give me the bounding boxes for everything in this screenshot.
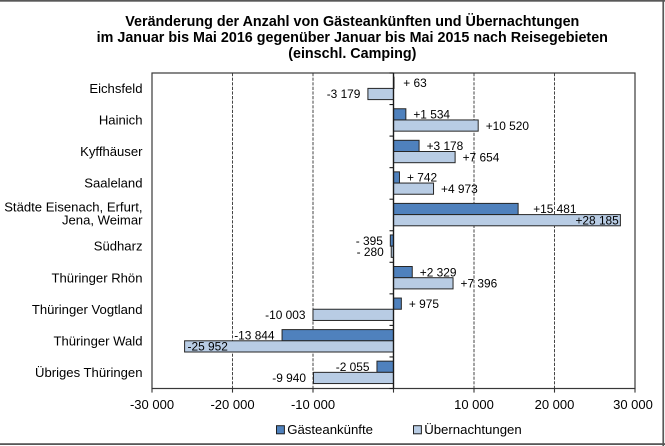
svg-text:-10 003: -10 003: [265, 308, 306, 322]
svg-text:-2 055: -2 055: [336, 360, 370, 374]
svg-text:Veränderung der Anzahl von Gäs: Veränderung der Anzahl von Gästeankünfte…: [125, 13, 579, 30]
svg-text:-9 940: -9 940: [272, 371, 306, 385]
svg-text:Städte Eisenach, Erfurt,: Städte Eisenach, Erfurt,: [4, 199, 142, 214]
svg-text:Südharz: Südharz: [94, 239, 143, 254]
svg-text:10 000: 10 000: [454, 397, 494, 412]
svg-text:+2 329: +2 329: [420, 265, 457, 279]
svg-text:-30 000: -30 000: [130, 397, 174, 412]
svg-text:Hainich: Hainich: [99, 113, 143, 128]
svg-text:-10 000: -10 000: [291, 397, 335, 412]
svg-text:-13 844: -13 844: [234, 328, 275, 342]
svg-text:-3 179: -3 179: [327, 87, 361, 101]
svg-text:-20 000: -20 000: [210, 397, 254, 412]
svg-text:+7 654: +7 654: [463, 150, 500, 164]
svg-text:+ 63: + 63: [403, 76, 427, 90]
svg-text:+ 742: + 742: [407, 171, 437, 185]
svg-text:+3 178: +3 178: [427, 139, 464, 153]
svg-text:20 000: 20 000: [535, 397, 575, 412]
svg-text:30 000: 30 000: [613, 397, 653, 412]
svg-text:Jena, Weimar: Jena, Weimar: [62, 213, 143, 228]
svg-text:(einschl. Camping): (einschl. Camping): [288, 46, 416, 62]
svg-text:+7 396: +7 396: [461, 277, 498, 291]
svg-text:- 395: - 395: [356, 234, 383, 248]
svg-text:Thüringer Wald: Thüringer Wald: [53, 333, 142, 348]
svg-text:+10 520: +10 520: [486, 119, 530, 133]
svg-text:Saaleland: Saaleland: [84, 176, 142, 191]
svg-text:+4 973: +4 973: [441, 182, 478, 196]
svg-text:im Januar bis Mai 2016 gegenüb: im Januar bis Mai 2016 gegenüber Januar …: [97, 30, 608, 46]
svg-text:+15 481: +15 481: [533, 202, 577, 216]
svg-text:Gästeankünfte: Gästeankünfte: [287, 422, 373, 437]
svg-text:Kyffhäuser: Kyffhäuser: [80, 144, 143, 159]
svg-text:+ 975: + 975: [409, 297, 439, 311]
svg-text:+28 185: +28 185: [575, 213, 619, 227]
svg-text:Eichsfeld: Eichsfeld: [89, 81, 142, 96]
svg-text:Thüringer Vogtland: Thüringer Vogtland: [32, 302, 143, 317]
svg-text:- 280: - 280: [357, 245, 384, 259]
svg-text:-25 952: -25 952: [188, 340, 229, 354]
svg-text:Übernachtungen: Übernachtungen: [424, 422, 522, 437]
svg-text:Thüringer Rhön: Thüringer Rhön: [52, 270, 143, 285]
svg-text:+1 534: +1 534: [413, 108, 450, 122]
svg-text:Übriges Thüringen: Übriges Thüringen: [35, 365, 142, 380]
